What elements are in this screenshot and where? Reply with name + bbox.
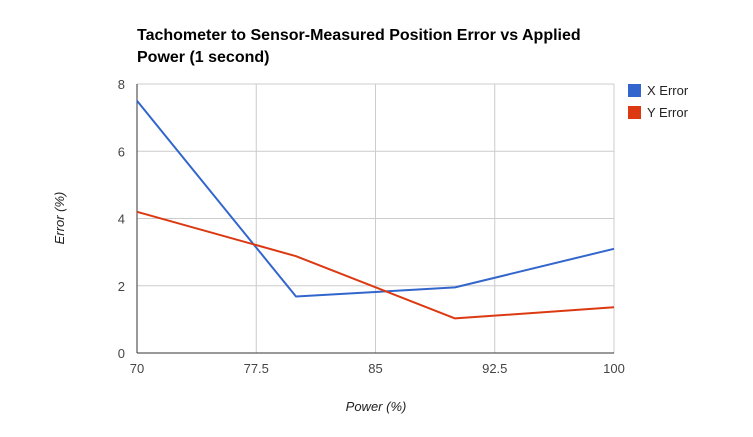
legend-swatch bbox=[628, 84, 641, 97]
chart-title: Tachometer to Sensor-Measured Position E… bbox=[137, 27, 581, 66]
y-tick-label: 8 bbox=[118, 77, 125, 92]
x-tick-label: 100 bbox=[603, 361, 625, 376]
y-tick-label: 2 bbox=[118, 279, 125, 294]
x-tick-label: 70 bbox=[130, 361, 144, 376]
series-line-y-error bbox=[136, 210, 615, 320]
y-tick-label: 4 bbox=[118, 212, 125, 227]
legend-label: X Error bbox=[647, 83, 689, 98]
y-tick-label: 6 bbox=[118, 144, 125, 159]
axes bbox=[136, 84, 614, 354]
x-tick-label: 92.5 bbox=[482, 361, 507, 376]
y-tick-label: 0 bbox=[118, 346, 125, 361]
series-lines bbox=[136, 100, 615, 320]
legend-swatch bbox=[628, 106, 641, 119]
x-axis-ticks: 70 77.5 85 92.5 100 bbox=[130, 361, 625, 376]
chart-title-line-1: Tachometer to Sensor-Measured Position E… bbox=[137, 27, 581, 44]
x-tick-label: 85 bbox=[368, 361, 382, 376]
series-line-x-error bbox=[136, 100, 615, 298]
y-axis-ticks: 0 2 4 6 8 bbox=[118, 77, 125, 361]
x-axis-label: Power (%) bbox=[346, 399, 407, 414]
legend: X Error Y Error bbox=[628, 83, 689, 120]
y-axis-label: Error (%) bbox=[52, 192, 67, 245]
chart-title-line-2: Power (1 second) bbox=[137, 49, 269, 66]
grid bbox=[137, 83, 615, 353]
x-tick-label: 77.5 bbox=[244, 361, 269, 376]
legend-label: Y Error bbox=[647, 105, 689, 120]
